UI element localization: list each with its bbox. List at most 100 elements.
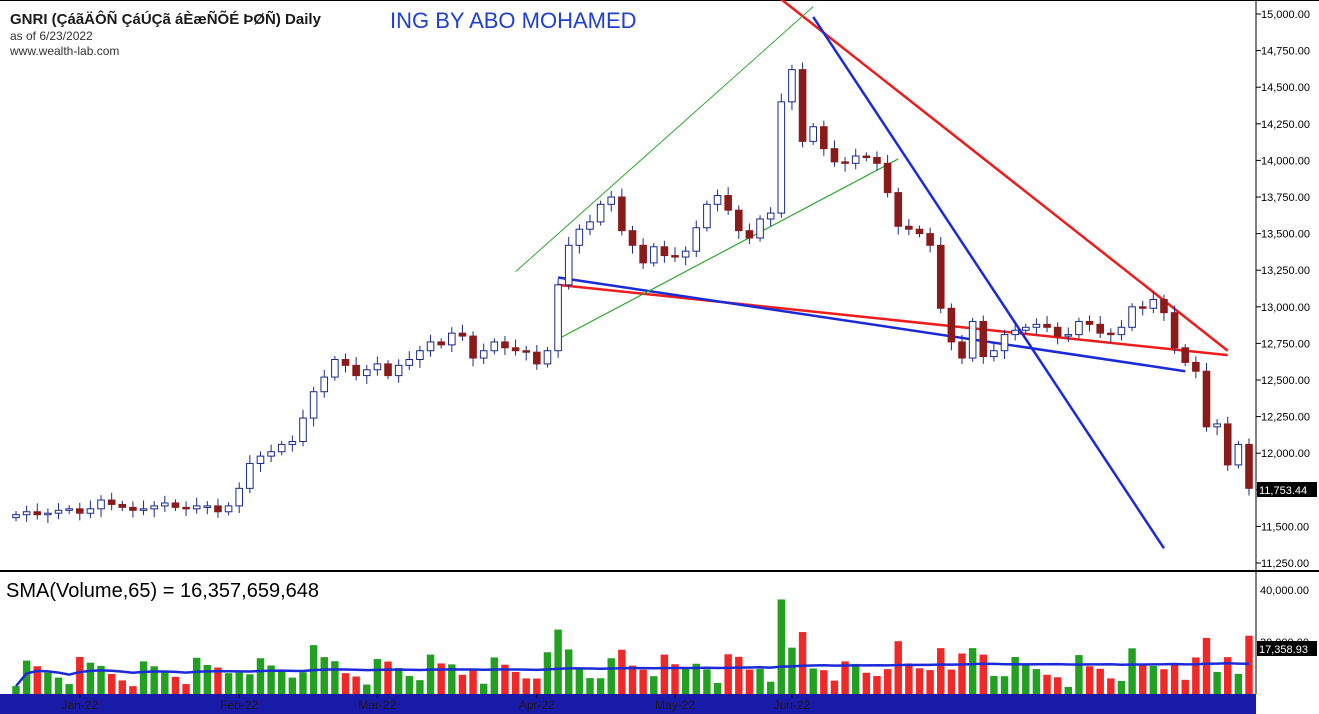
volume-bar — [161, 671, 169, 694]
volume-bar — [1213, 671, 1221, 694]
price-axis-label: 13,250.00 — [1261, 265, 1310, 277]
candle — [788, 69, 796, 103]
volume-bar — [809, 668, 817, 694]
volume-bar — [735, 656, 743, 694]
volume-bar — [586, 678, 594, 694]
candle — [288, 440, 297, 445]
watermark: ING BY ABO MOHAMED — [390, 8, 637, 33]
candle — [1202, 370, 1211, 428]
volume-bar — [54, 677, 63, 694]
volume-bar — [107, 673, 116, 694]
volume-bar — [575, 667, 584, 694]
candle — [1213, 423, 1221, 428]
x-axis-label: Mar-22 — [358, 698, 396, 712]
last-price-label: 11,753.44 — [1259, 485, 1307, 497]
volume-bar — [533, 678, 541, 694]
candle — [841, 161, 849, 164]
price-axis-label: 12,000.00 — [1261, 448, 1310, 460]
volume-bar — [426, 654, 435, 694]
volume-bar — [703, 669, 711, 694]
candle — [331, 359, 339, 378]
candle — [320, 376, 329, 393]
candle — [1149, 298, 1158, 309]
candle — [214, 505, 222, 513]
candle — [628, 230, 637, 246]
volume-bar — [968, 648, 977, 694]
volume-bar — [628, 665, 637, 694]
x-axis-label: Feb-22 — [220, 698, 258, 712]
candle — [1043, 323, 1051, 328]
candle — [54, 509, 63, 514]
candle — [968, 320, 977, 359]
candle — [1011, 329, 1019, 336]
candle — [713, 195, 722, 205]
candle — [448, 332, 456, 346]
volume-indicator-label: SMA(Volume,65) = 16,357,659,648 — [6, 580, 319, 602]
candle — [22, 511, 31, 516]
candle — [724, 195, 732, 211]
as-of-date: as of 6/23/2022 — [10, 29, 93, 43]
trendline — [557, 276, 1186, 373]
channel-line-lower — [557, 158, 899, 340]
candle — [596, 203, 605, 223]
candle — [979, 320, 988, 358]
candle — [703, 203, 711, 229]
volume-bar — [766, 681, 775, 694]
volume-bar — [469, 670, 477, 694]
candle — [224, 505, 233, 513]
candle — [458, 332, 467, 337]
candle — [958, 341, 966, 359]
volume-bar — [692, 663, 700, 694]
volume-bar — [129, 686, 137, 694]
candle — [107, 499, 116, 505]
volume-bar — [479, 683, 488, 694]
candle — [1000, 334, 1009, 352]
candle — [894, 192, 903, 227]
candle — [745, 230, 754, 239]
volume-bar — [713, 682, 722, 694]
volume-bar — [256, 658, 265, 694]
candle — [915, 228, 924, 235]
volume-bar — [724, 654, 732, 694]
candle — [235, 487, 244, 507]
candle — [129, 506, 137, 511]
volume-bar — [1170, 663, 1179, 694]
candle — [44, 512, 52, 516]
candle — [33, 511, 42, 516]
x-axis: Jan-22 Feb-22 Mar-22 Apr-22 May-22 Jun-22 — [61, 694, 811, 712]
candle — [490, 341, 499, 352]
x-axis-label: May-22 — [655, 698, 695, 712]
candle — [341, 359, 350, 366]
volume-bar — [1085, 666, 1094, 694]
volume-bar — [97, 665, 105, 694]
volume-bar — [565, 649, 573, 694]
candle — [564, 244, 573, 286]
candle — [299, 417, 307, 442]
volume-bar — [660, 654, 669, 694]
chart-title: GNRI (ÇáãÄÔÑ ÇáÚÇã áÈæÑÕÉ ÞØÑ) Daily — [10, 10, 322, 28]
volume-bar — [352, 676, 360, 694]
volume-bar — [1192, 657, 1200, 694]
candle — [862, 155, 871, 159]
price-axis-label: 13,000.00 — [1261, 302, 1310, 314]
volume-bar — [650, 676, 658, 694]
candle — [1223, 423, 1232, 466]
candle — [1245, 443, 1253, 489]
volume-bar — [1149, 665, 1158, 694]
candle — [618, 196, 626, 232]
candle — [118, 503, 127, 508]
volume-bar — [1138, 664, 1147, 694]
volume-bar — [1245, 635, 1253, 694]
candle — [1085, 320, 1094, 325]
candle — [660, 246, 669, 257]
volume-bar — [288, 677, 297, 694]
price-axis-label: 13,750.00 — [1261, 192, 1310, 204]
candle — [649, 246, 658, 264]
candle — [1075, 320, 1083, 336]
price-axis-label: 11,500.00 — [1261, 521, 1309, 533]
volume-bar — [448, 664, 456, 694]
candle — [65, 508, 73, 511]
volume-bar — [1043, 674, 1051, 694]
volume-bar — [554, 629, 562, 694]
volume-bar — [1224, 657, 1232, 694]
